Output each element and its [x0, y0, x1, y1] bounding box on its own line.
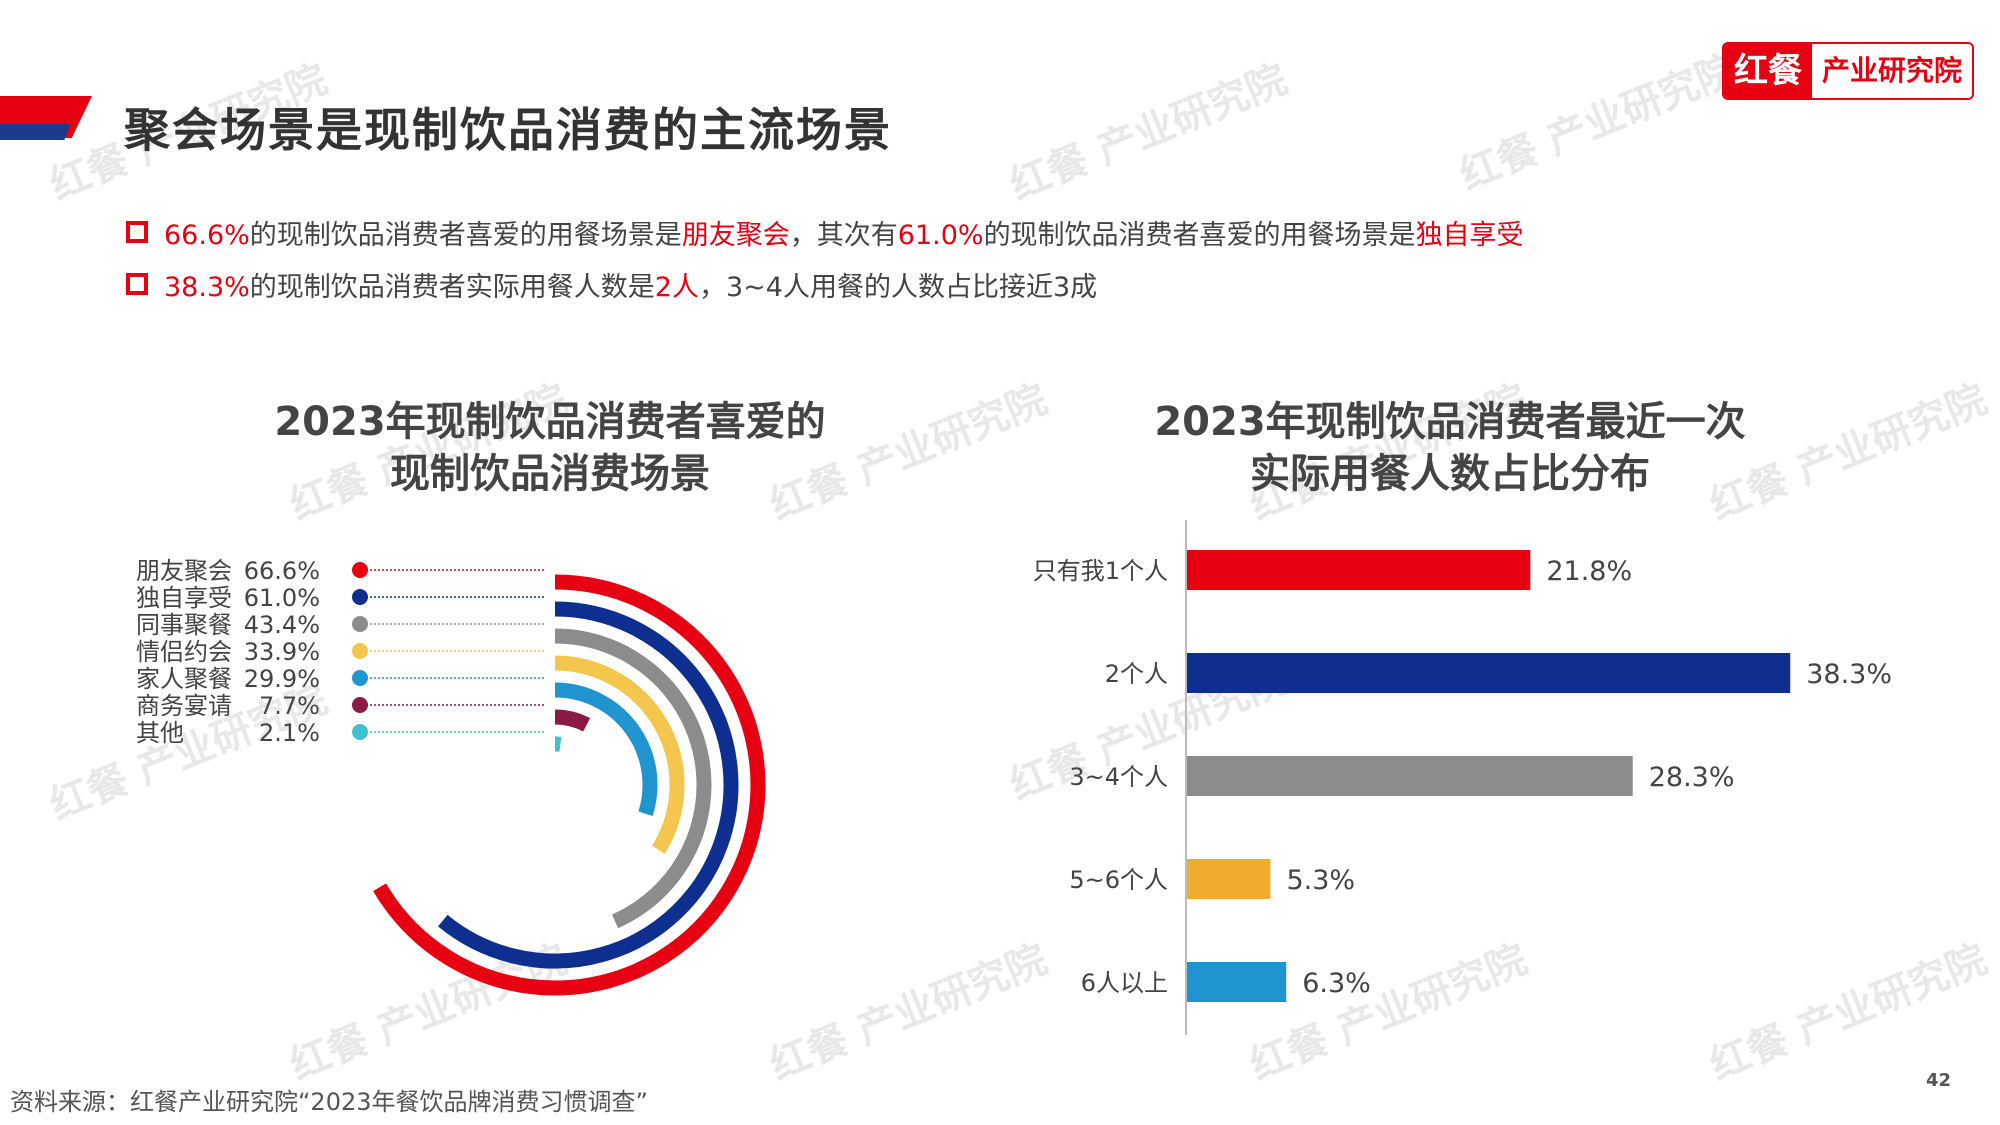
square-bullet-icon [126, 273, 148, 295]
bullet-part: 的现制饮品消费者喜爱的用餐场景是 [249, 219, 682, 251]
bar-category-label: 3~4个人 [1069, 763, 1168, 791]
legend-marker [352, 616, 368, 632]
legend-marker [352, 724, 368, 740]
page-title: 聚会场景是现制饮品消费的主流场景 [124, 103, 892, 157]
legend-label: 其他 [136, 719, 184, 747]
bar-category-label: 5~6个人 [1069, 866, 1168, 894]
chart2-title-line2: 实际用餐人数占比分布 [1250, 451, 1650, 497]
bar-1 [1187, 550, 1531, 590]
bullet-part: ，其次有 [789, 219, 898, 251]
bullet-part: 66.6% [164, 219, 250, 251]
radial-bar-1 [373, 574, 766, 996]
bullet-part: 38.3% [164, 271, 250, 303]
radial-bar-5 [554, 682, 658, 817]
bullet-part: 的现制饮品消费者喜爱的用餐场景是 [983, 219, 1416, 251]
summary-bullets: 66.6%的现制饮品消费者喜爱的用餐场景是朋友聚会，其次有61.0%的现制饮品消… [126, 206, 1524, 310]
radial-bar-3 [554, 628, 712, 929]
legend-label: 独自享受 [136, 584, 232, 612]
source-note: 资料来源：红餐产业研究院“2023年餐饮品牌消费习惯调查” [10, 1088, 648, 1116]
chart2-title-line1: 2023年现制饮品消费者最近一次 [1154, 399, 1746, 445]
bar-4 [1187, 859, 1271, 899]
legend-marker [352, 670, 368, 686]
bullet-item: 66.6%的现制饮品消费者喜爱的用餐场景是朋友聚会，其次有61.0%的现制饮品消… [126, 206, 1524, 258]
bar-2 [1187, 653, 1791, 693]
legend-value: 43.4% [244, 611, 320, 639]
legend-marker [352, 643, 368, 659]
bullet-part: 2人 [654, 271, 699, 303]
radial-bar-4 [554, 655, 685, 854]
legend-label: 家人聚餐 [136, 665, 232, 693]
bar-value-label: 6.3% [1302, 968, 1371, 999]
bar-category-label: 只有我1个人 [1033, 557, 1168, 585]
bullet-part: 61.0% [897, 219, 984, 251]
chart1-title-line2: 现制饮品消费场景 [390, 451, 710, 497]
bar-value-label: 38.3% [1806, 659, 1892, 690]
legend-label: 朋友聚会 [136, 557, 232, 585]
logo-brand: 红餐 [1724, 44, 1812, 98]
bar-category-label: 6人以上 [1081, 969, 1168, 997]
legend-value: 7.7% [259, 692, 320, 720]
bar-value-label: 21.8% [1546, 556, 1632, 587]
chart1-title: 2023年现制饮品消费者喜爱的 现制饮品消费场景 [230, 396, 870, 500]
bullet-part: 独自享受 [1415, 219, 1524, 251]
bullet-part: ，3~4人用餐的人数占比接近3成 [698, 271, 1098, 303]
logo-text: 产业研究院 [1812, 44, 1973, 98]
legend-value: 33.9% [244, 638, 320, 666]
bar-value-label: 28.3% [1649, 762, 1735, 793]
bar-3 [1187, 756, 1633, 796]
bullet-item: 38.3%的现制饮品消费者实际用餐人数是2人，3~4人用餐的人数占比接近3成 [126, 258, 1524, 310]
chart1-title-line1: 2023年现制饮品消费者喜爱的 [274, 399, 826, 445]
bullet-text: 38.3%的现制饮品消费者实际用餐人数是2人，3~4人用餐的人数占比接近3成 [164, 265, 1097, 304]
title-accent-blue [0, 124, 70, 140]
legend-value: 61.0% [244, 584, 320, 612]
bullet-part: 的现制饮品消费者实际用餐人数是 [249, 271, 655, 303]
legend-label: 同事聚餐 [136, 611, 232, 639]
legend-label: 商务宴请 [136, 692, 232, 720]
legend-marker [352, 562, 368, 578]
radial-bar-2 [438, 601, 739, 969]
legend-value: 66.6% [244, 557, 320, 585]
chart2-title: 2023年现制饮品消费者最近一次 实际用餐人数占比分布 [1100, 396, 1800, 500]
square-bullet-icon [126, 221, 148, 243]
bar-5 [1187, 962, 1287, 1002]
radial-bar-6 [554, 709, 591, 732]
legend-marker [352, 697, 368, 713]
legend-value: 2.1% [259, 719, 320, 747]
brand-logo: 红餐 产业研究院 [1722, 42, 1975, 100]
page-number: 42 [1926, 1070, 1952, 1091]
bullet-part: 朋友聚会 [681, 219, 790, 251]
legend-value: 29.9% [244, 665, 320, 693]
legend-marker [352, 589, 368, 605]
bullet-text: 66.6%的现制饮品消费者喜爱的用餐场景是朋友聚会，其次有61.0%的现制饮品消… [164, 213, 1524, 252]
bar-value-label: 5.3% [1286, 865, 1355, 896]
bar-category-label: 2个人 [1105, 660, 1168, 688]
legend-label: 情侣约会 [136, 638, 232, 666]
